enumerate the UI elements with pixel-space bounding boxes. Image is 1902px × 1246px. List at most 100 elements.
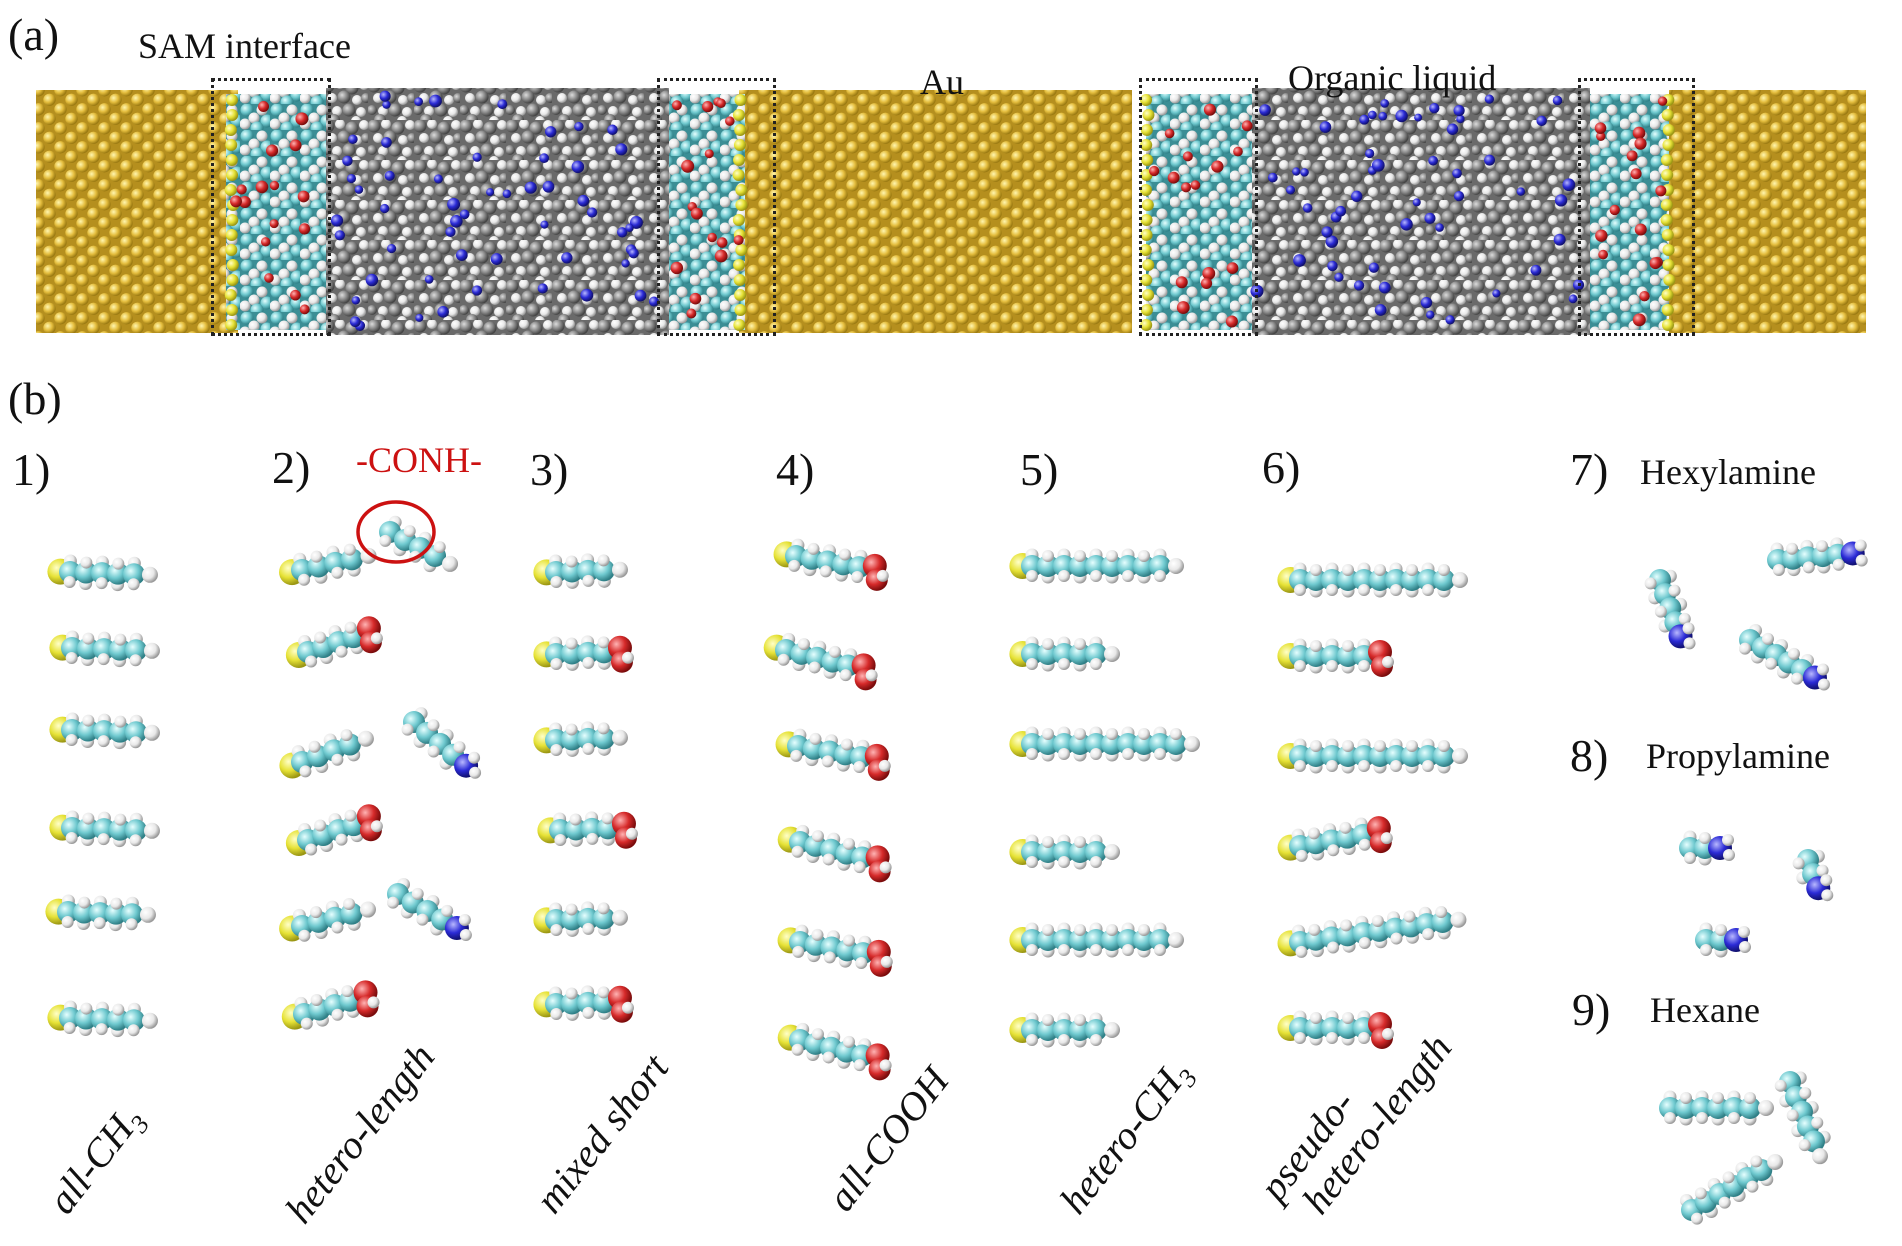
nitrogen-atom [1530, 264, 1542, 276]
hydrogen-atom [1026, 748, 1038, 760]
hydrogen-atom [139, 906, 156, 923]
hydrogen-atom [809, 732, 822, 745]
hydrogen-atom [1422, 928, 1435, 941]
hydrogen-atom [1106, 550, 1118, 562]
hydrogen-atom [811, 830, 824, 843]
hydrogen-atom [1122, 944, 1134, 956]
nitrogen-atom [459, 209, 470, 220]
carbon-atom [1117, 555, 1139, 577]
nitrogen-atom [1395, 109, 1408, 123]
panel-b-molecules [45, 515, 1868, 1225]
nitrogen-atom [1516, 187, 1526, 196]
hexylamine-molecule [1644, 569, 1696, 650]
carbon-atom [92, 720, 115, 743]
hydrogen-atom [331, 1008, 344, 1021]
hydrogen-atom [1358, 838, 1371, 851]
hydrogen-atom [1058, 1034, 1070, 1046]
hydrogen-atom [565, 555, 578, 568]
hydrogen-atom [1138, 550, 1150, 562]
carbon-atom [560, 992, 583, 1015]
hydrogen-atom [1074, 836, 1086, 848]
hydrogen-atom [1380, 832, 1393, 845]
hydrogen-atom [819, 565, 832, 578]
carbon-atom [124, 721, 147, 744]
hydrogen-atom [1058, 944, 1070, 956]
hexylamine-molecule [1739, 623, 1830, 691]
hydrogen-atom [791, 1043, 804, 1056]
hydrogen-atom [1746, 1180, 1759, 1193]
sulfur-atom [1662, 244, 1675, 256]
hydrogen-atom [63, 575, 76, 588]
oxygen-atom [260, 237, 271, 247]
molecule [1277, 638, 1394, 677]
organic-liquid-label: Organic liquid [1288, 58, 1497, 98]
nitrogen-atom [445, 226, 456, 238]
hydrogen-atom [788, 559, 801, 572]
hydrogen-atom [1074, 728, 1086, 740]
sulfur-atom [732, 214, 745, 226]
hydrogen-atom [63, 1021, 76, 1034]
hydrogen-atom [114, 715, 127, 728]
hydrogen-atom [1326, 1032, 1338, 1044]
hydrogen-atom [1294, 584, 1306, 596]
carbon-atom [124, 819, 147, 842]
panel-a-label: (a) [8, 9, 60, 60]
hydrogen-atom [1042, 638, 1054, 650]
nitrogen-atom [348, 134, 358, 144]
hydrogen-atom [314, 819, 327, 832]
hydrogen-atom [65, 651, 78, 664]
hydrogen-atom [1738, 926, 1750, 938]
hydrogen-atom [597, 722, 610, 735]
molecule [1009, 834, 1120, 870]
oxygen-atom [681, 159, 695, 173]
hydrogen-atom [851, 570, 864, 583]
hydrogen-atom [129, 736, 142, 749]
hydrogen-atom [855, 956, 868, 969]
carbon-atom [576, 907, 599, 930]
oxygen-atom [716, 98, 726, 109]
hydrogen-atom [550, 923, 563, 936]
carbon-atom [92, 818, 115, 841]
oxygen-atom [714, 249, 728, 263]
gold-slab [36, 90, 238, 333]
sulfur-atom [226, 169, 239, 181]
hydrogen-atom [880, 955, 893, 968]
sulfur-atom [1660, 199, 1673, 211]
nitrogen-atom [1426, 310, 1435, 320]
carbon-atom [545, 561, 567, 583]
hydrogen-atom [1074, 550, 1086, 562]
carbon-atom [1069, 1019, 1091, 1041]
hydrogen-atom [1644, 577, 1657, 590]
hydrogen-atom [822, 853, 835, 866]
hydrogen-atom [1739, 941, 1751, 953]
hydrogen-atom [822, 1051, 835, 1064]
sam-layer [669, 94, 745, 330]
sulfur-atom [1662, 139, 1675, 151]
gold-slab [739, 90, 1132, 333]
nitrogen-atom [1452, 168, 1462, 179]
hydrogen-atom [127, 1024, 140, 1037]
molecule [47, 554, 158, 592]
oxygen-atom [707, 232, 717, 243]
hydrogen-atom [427, 745, 440, 758]
nitrogen-atom [1365, 148, 1375, 159]
sulfur-atom [1140, 94, 1153, 106]
hydrogen-atom [1170, 728, 1182, 740]
sulfur-atom [1140, 229, 1153, 241]
nitrogen-atom [351, 296, 361, 305]
hydrogen-atom [582, 574, 595, 587]
hydrogen-atom [1767, 1154, 1784, 1170]
carbon-atom [1053, 643, 1075, 665]
hydrogen-atom [1382, 656, 1394, 668]
hydrogen-atom [1074, 638, 1086, 650]
hydrogen-atom [1074, 1014, 1086, 1026]
nitrogen-atom [330, 214, 344, 227]
nitrogen-atom [1568, 294, 1578, 304]
sulfur-atom [226, 214, 239, 226]
sulfur-atom [734, 124, 747, 136]
carbon-atom [92, 638, 115, 661]
hydrogen-atom [129, 654, 142, 667]
carbon-atom [1707, 1097, 1729, 1119]
sulfur-atom [734, 289, 747, 301]
sulfur-atom [225, 229, 238, 241]
